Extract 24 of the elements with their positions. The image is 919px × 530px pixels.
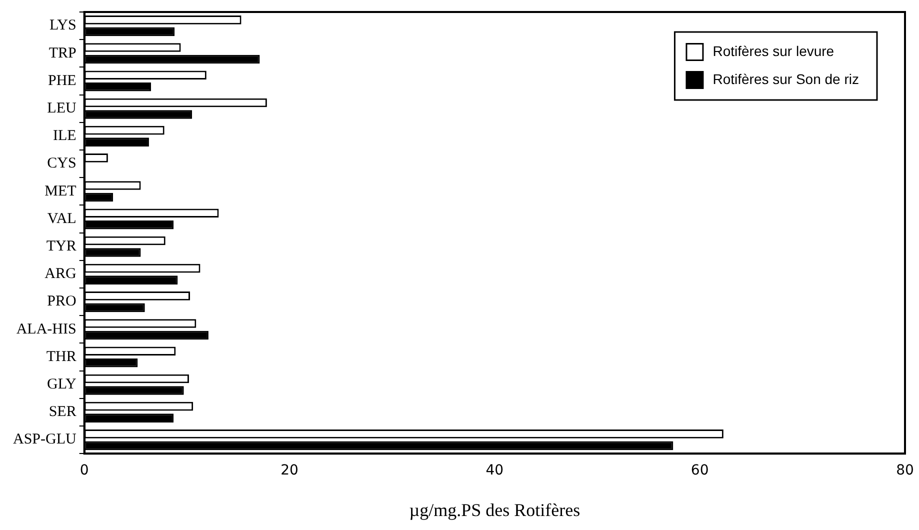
y-tick-label: LYS <box>49 18 76 34</box>
y-tick-label: VAL <box>47 210 76 227</box>
x-tick-label: 0 <box>80 462 89 479</box>
y-tick-label: THR <box>46 348 76 365</box>
y-tick-label: ARG <box>44 266 77 282</box>
x-tick-label: 60 <box>690 462 709 479</box>
legend-label: Rotifères sur levure <box>712 42 834 59</box>
y-tick-label: ILE <box>53 128 76 144</box>
y-tick-label: TRP <box>48 45 76 62</box>
y-tick-label: PHE <box>48 72 76 89</box>
y-tick-label: ASP-GLU <box>12 432 77 448</box>
y-tick-label: TYR <box>46 238 76 255</box>
y-tick-label: MET <box>44 183 76 200</box>
y-tick-label: LEU <box>47 100 76 117</box>
legend-label: Rotifères sur Son de riz <box>712 70 860 87</box>
x-tick-label: 40 <box>486 462 504 479</box>
x-axis-title: µg/mg.PS des Rotifères <box>409 500 580 520</box>
y-tick-label: GLY <box>47 376 77 393</box>
y-tick-label: SER <box>48 404 76 420</box>
x-tick-label: 80 <box>896 462 914 479</box>
y-tick-label: PRO <box>47 294 76 310</box>
x-tick-label: 20 <box>280 462 298 479</box>
y-tick-label: CYS <box>47 156 76 172</box>
y-tick-label: ALA-HIS <box>16 321 76 338</box>
